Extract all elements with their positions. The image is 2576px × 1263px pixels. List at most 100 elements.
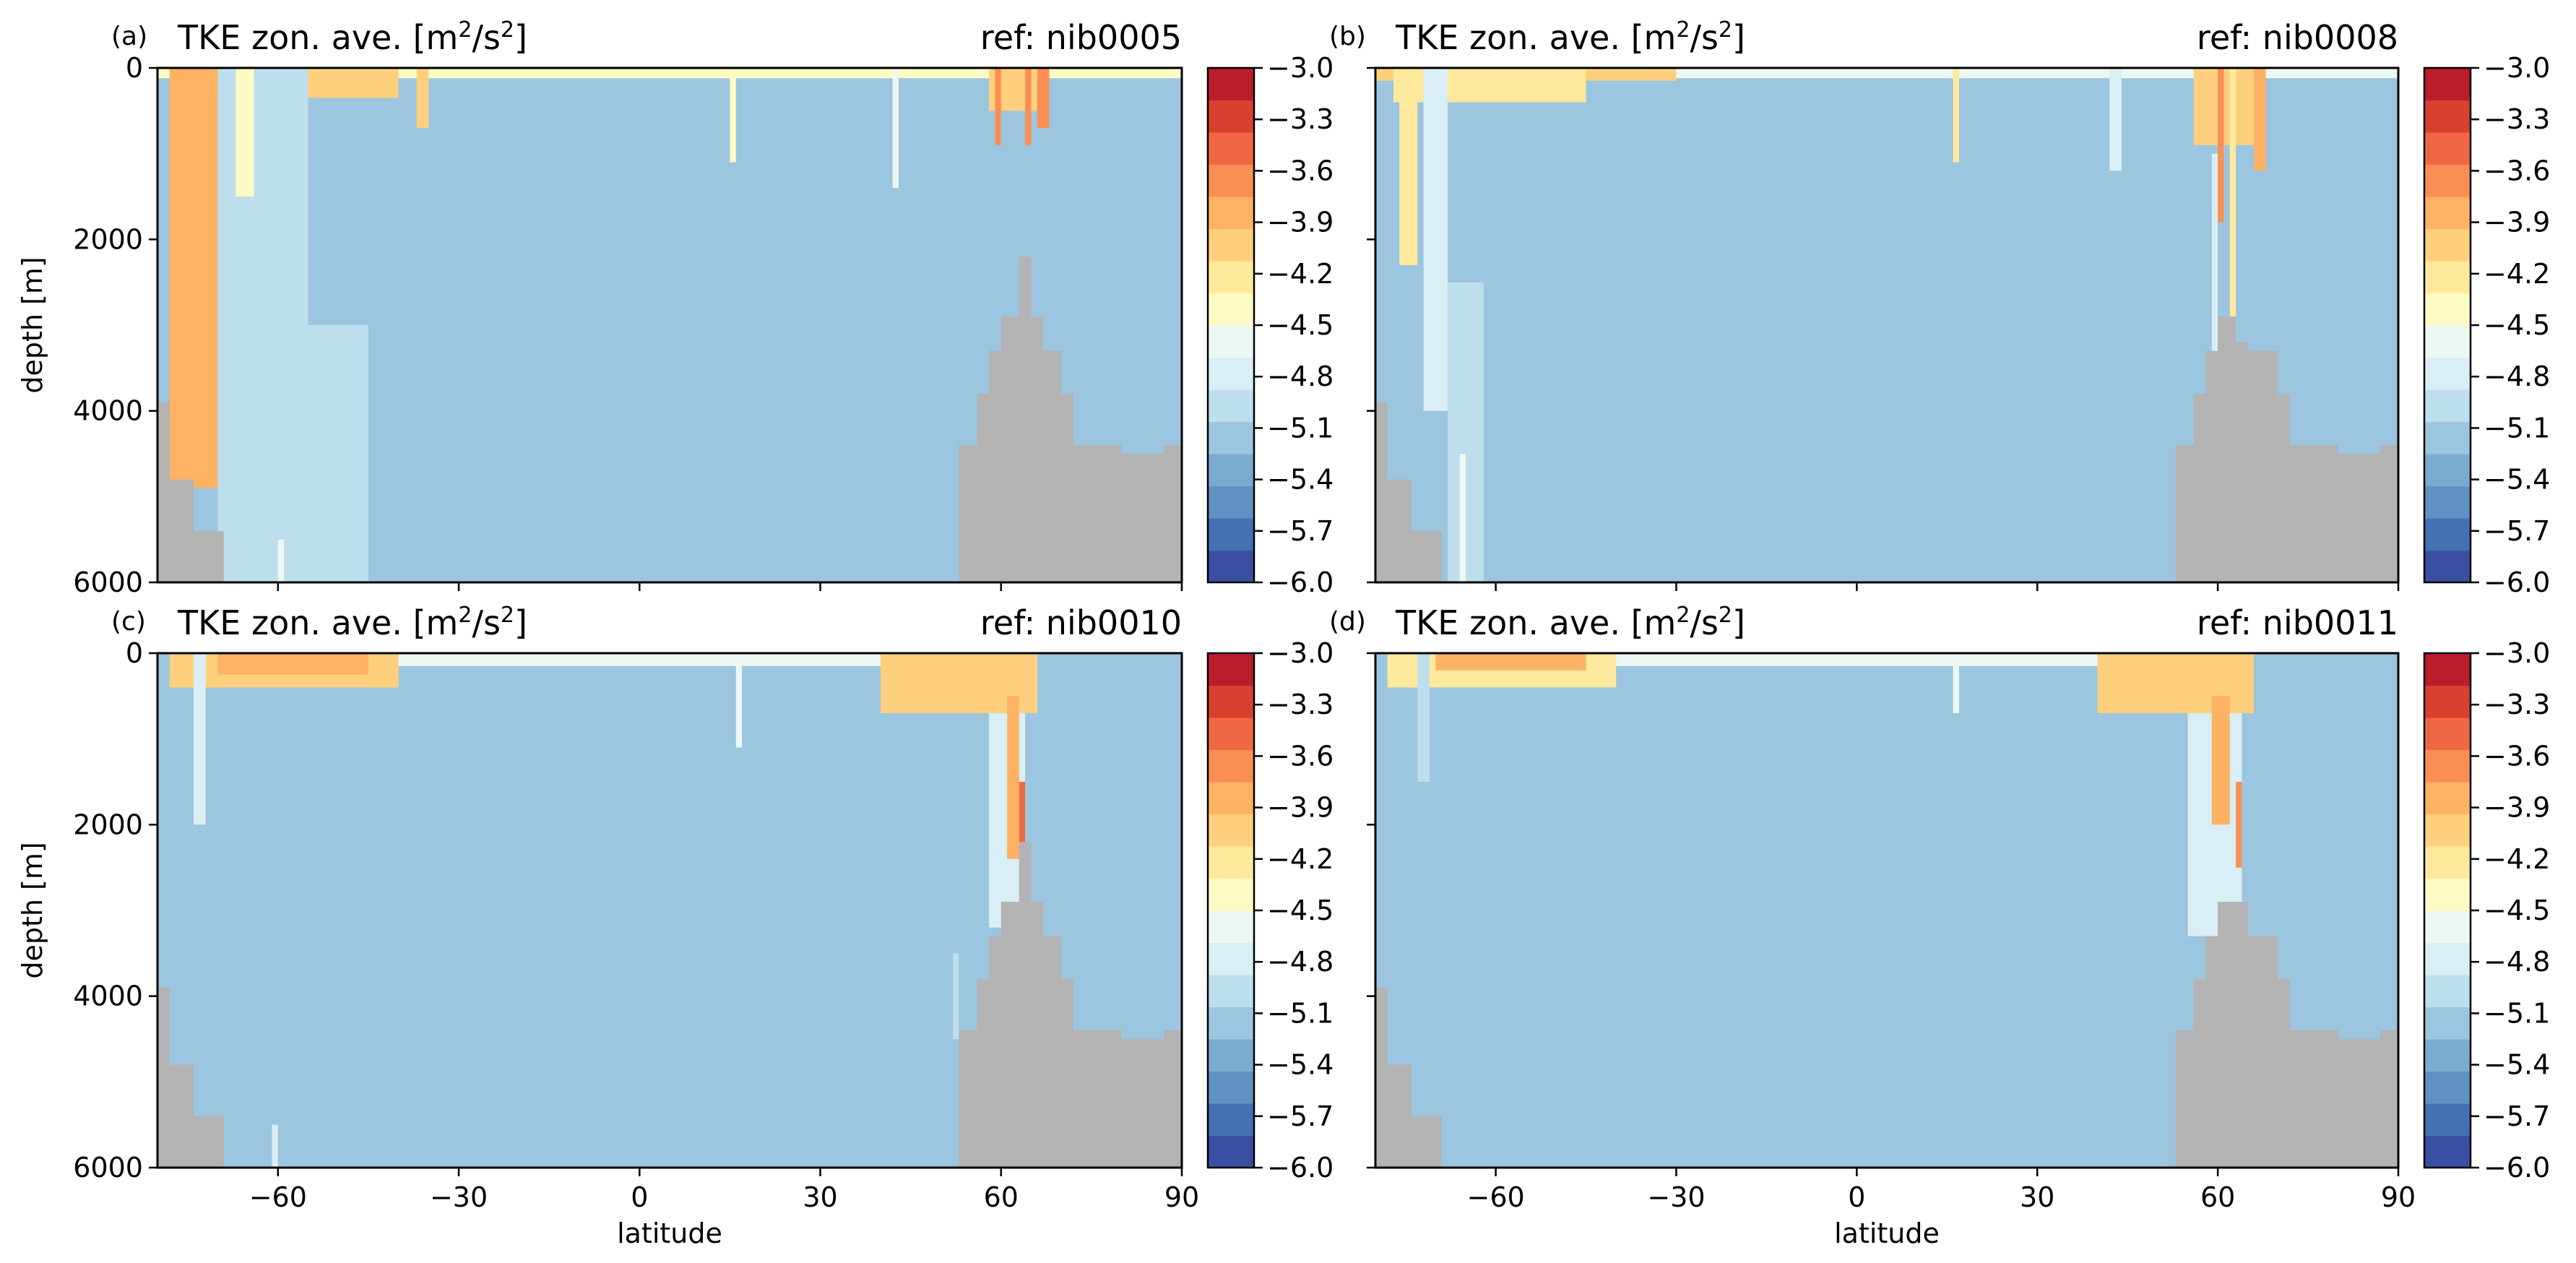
colorbar-swatch [2424, 1135, 2471, 1168]
ref-label: ref: nib0011 [2197, 603, 2398, 642]
colorbar-swatch [2424, 357, 2471, 390]
colorbar-tick-label: −5.1 [2484, 412, 2550, 444]
tke-cell [187, 68, 212, 274]
colorbar-swatch [1208, 1006, 1254, 1040]
tke-cell [2211, 696, 2230, 825]
y-tick-label: 4000 [73, 395, 143, 427]
colorbar-tick-label: −3.3 [2484, 103, 2550, 135]
colorbar-swatch [2424, 197, 2471, 230]
tke-cell [730, 68, 736, 163]
colorbar-tick-label: −3.9 [1267, 792, 1334, 824]
tke-cell [1019, 782, 1026, 859]
colorbar-swatch [1208, 814, 1254, 847]
y-axis-label: depth [m] [17, 842, 48, 978]
colorbar-swatch [1208, 486, 1254, 519]
colorbar-tick-label: −5.4 [1267, 1049, 1334, 1081]
colorbar-tick-label: −3.9 [2484, 207, 2550, 238]
land-mask [1375, 316, 2398, 582]
colorbar-swatch [2424, 421, 2471, 454]
colorbar-tick-label: −5.7 [2484, 515, 2550, 547]
tke-cell [1435, 653, 1586, 671]
tke-cell [416, 68, 429, 129]
colorbar-tick-label: −3.6 [1267, 155, 1334, 186]
colorbar-swatch [1208, 228, 1254, 262]
tke-cell [272, 1124, 278, 1168]
colorbar-swatch [1208, 421, 1254, 454]
colorbar-swatch [1208, 1135, 1254, 1168]
ref-label: ref: nib0010 [980, 603, 1182, 642]
land-mask [1375, 902, 2398, 1168]
colorbar-swatch [1208, 653, 1254, 686]
colorbar-swatch [2424, 325, 2471, 358]
colorbar-swatch [1208, 910, 1254, 944]
colorbar-swatch [2424, 942, 2471, 975]
tke-cell [1037, 68, 1050, 129]
colorbar-swatch [1208, 975, 1254, 1008]
tke-cell [459, 68, 1182, 79]
colorbar-tick-label: −4.8 [2484, 361, 2550, 392]
colorbar-swatch [2424, 164, 2471, 197]
x-tick-label: −60 [1466, 1181, 1524, 1213]
colorbar-swatch [2424, 975, 2471, 1008]
colorbar-tick-label: −3.6 [1267, 740, 1334, 772]
tke-cell [2193, 68, 2255, 145]
x-axis-label: latitude [617, 1217, 722, 1249]
plot-frame [1374, 652, 2400, 1169]
colorbar-swatch [1208, 261, 1254, 294]
colorbar-swatch [1208, 68, 1254, 101]
colorbar-swatch [1208, 685, 1254, 718]
colorbar: −3.0 −3.3 −3.6 −3.9 −4.2 −4.5 −4.8 −5.1 −5.4 −5.7… [2423, 52, 2550, 598]
colorbar-swatch [2424, 293, 2471, 326]
colorbar-tick-label: −3.0 [2484, 637, 2550, 669]
panel-title: TKE zon. ave. [m2/s2] [177, 17, 527, 58]
colorbar-swatch [2424, 486, 2471, 519]
x-tick-label: −30 [430, 1181, 488, 1213]
colorbar-tick-label: −5.4 [2484, 1049, 2550, 1081]
tke-cell [2211, 153, 2218, 368]
colorbar-swatch [2424, 814, 2471, 847]
colorbar-tick-label: −3.9 [2484, 792, 2550, 824]
colorbar-swatch [2424, 717, 2471, 751]
colorbar-swatch [2424, 132, 2471, 165]
colorbar-swatch [2424, 454, 2471, 487]
tke-cell [1007, 696, 1019, 859]
colorbar-swatch [1208, 100, 1254, 133]
plot-frame [156, 652, 1183, 1169]
colorbar-swatch [1208, 846, 1254, 879]
tke-cell [2109, 68, 2122, 171]
colorbar: −3.0 −3.3 −3.6 −3.9 −4.2 −4.5 −4.8 −5.1 −5.4 −5.7… [1206, 52, 1334, 598]
tke-cell [1616, 653, 2098, 666]
colorbar-tick-label: −4.2 [2484, 843, 2550, 875]
tke-cell [2229, 68, 2236, 342]
colorbar-swatch [1208, 357, 1254, 390]
colorbar-swatch [1208, 164, 1254, 197]
colorbar: −3.0 −3.3 −3.6 −3.9 −4.2 −4.5 −4.8 −5.1 −5.4 −5.7… [2423, 637, 2550, 1184]
colorbar-tick-label: −5.7 [1267, 1100, 1334, 1132]
x-tick-label: 60 [2200, 1181, 2235, 1213]
colorbar-tick-label: −3.6 [2484, 740, 2550, 772]
colorbar-tick-label: −3.3 [2484, 689, 2550, 720]
colorbar-swatch [1208, 325, 1254, 358]
x-axis-label: latitude [1834, 1217, 1940, 1249]
tke-cell [254, 68, 308, 582]
colorbar-swatch [1208, 132, 1254, 165]
colorbar-swatch [2424, 846, 2471, 879]
land-mask [157, 257, 1182, 582]
colorbar-tick-label: −4.8 [1267, 361, 1334, 392]
panel-label: (a) [111, 22, 147, 51]
colorbar-tick-label: −3.0 [2484, 52, 2550, 84]
panel-label: (d) [1329, 607, 1366, 637]
colorbar-swatch [1208, 717, 1254, 751]
colorbar-tick-label: −6.0 [2484, 566, 2550, 598]
colorbar-tick-label: −3.0 [1267, 637, 1334, 669]
colorbar-swatch [1208, 1071, 1254, 1104]
x-tick-label: −60 [249, 1181, 307, 1213]
colorbar-swatch [2424, 878, 2471, 911]
y-tick-label: 6000 [73, 566, 143, 598]
panel-1: 0 2000 4000 6000 (a) TKE zon. ave. [m2/s2] ref… [17, 17, 1334, 599]
x-tick-label: 0 [631, 1181, 648, 1213]
y-tick-label: 0 [126, 52, 143, 84]
colorbar-swatch [2424, 685, 2471, 718]
x-tick-label: −30 [1647, 1181, 1705, 1213]
